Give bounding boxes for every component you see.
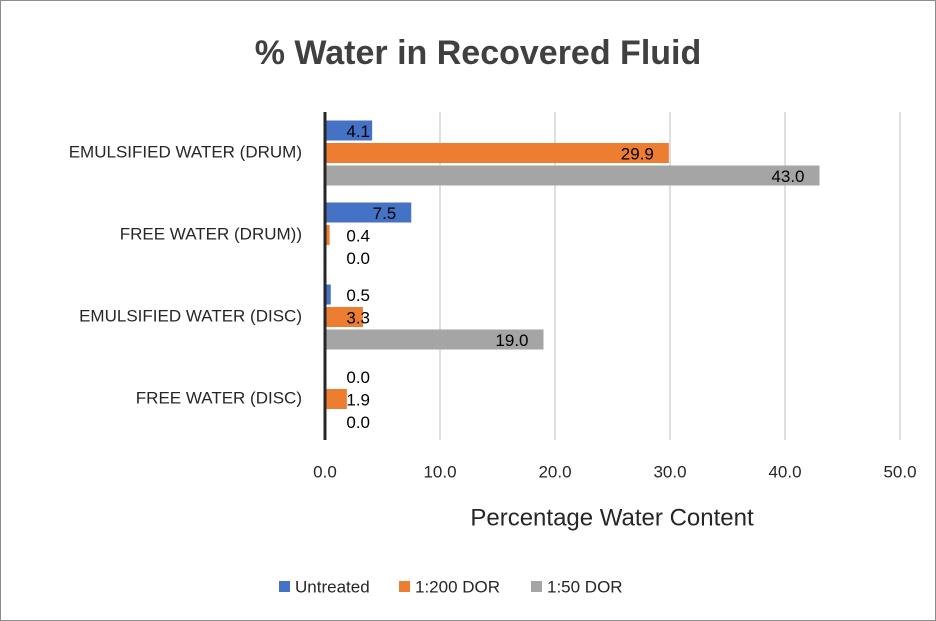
x-tick-label: 50.0 bbox=[883, 462, 916, 481]
chart-title: % Water in Recovered Fluid bbox=[255, 34, 702, 72]
x-axis-title: Percentage Water Content bbox=[470, 504, 754, 531]
bar bbox=[325, 389, 347, 409]
data-label: 4.1 bbox=[346, 122, 370, 141]
x-tick-label: 30.0 bbox=[653, 462, 686, 481]
data-label: 0.0 bbox=[346, 413, 370, 432]
data-label: 0.4 bbox=[346, 226, 370, 245]
data-label: 0.0 bbox=[346, 249, 370, 268]
bar bbox=[325, 120, 373, 141]
y-tick-label: FREE WATER (DISC) bbox=[136, 388, 302, 407]
bar bbox=[325, 329, 544, 350]
bar bbox=[325, 143, 669, 163]
data-label: 43.0 bbox=[771, 167, 804, 186]
bar bbox=[325, 165, 820, 186]
legend-label: Untreated bbox=[295, 577, 370, 596]
legend-label: 1:50 DOR bbox=[547, 577, 623, 596]
data-label: 19.0 bbox=[495, 331, 528, 350]
bar bbox=[325, 284, 331, 305]
bar bbox=[325, 307, 363, 327]
data-label: 1.9 bbox=[346, 390, 370, 409]
y-tick-label: FREE WATER (DRUM)) bbox=[120, 224, 302, 243]
data-label: 0.0 bbox=[346, 368, 370, 387]
data-label: 7.5 bbox=[373, 204, 397, 223]
legend-swatch bbox=[399, 581, 410, 592]
data-label: 29.9 bbox=[621, 144, 654, 163]
legend-swatch bbox=[279, 581, 290, 592]
x-tick-label: 20.0 bbox=[538, 462, 571, 481]
x-tick-label: 0.0 bbox=[313, 462, 337, 481]
legend-swatch bbox=[531, 581, 542, 592]
bar bbox=[325, 202, 412, 223]
legend-label: 1:200 DOR bbox=[415, 577, 500, 596]
bar bbox=[325, 225, 330, 245]
x-tick-label: 10.0 bbox=[423, 462, 456, 481]
y-tick-label: EMULSIFIED WATER (DISC) bbox=[79, 306, 302, 325]
x-tick-label: 40.0 bbox=[768, 462, 801, 481]
data-label: 3.3 bbox=[346, 308, 370, 327]
data-label: 0.5 bbox=[346, 286, 370, 305]
y-tick-label: EMULSIFIED WATER (DRUM) bbox=[69, 142, 302, 161]
